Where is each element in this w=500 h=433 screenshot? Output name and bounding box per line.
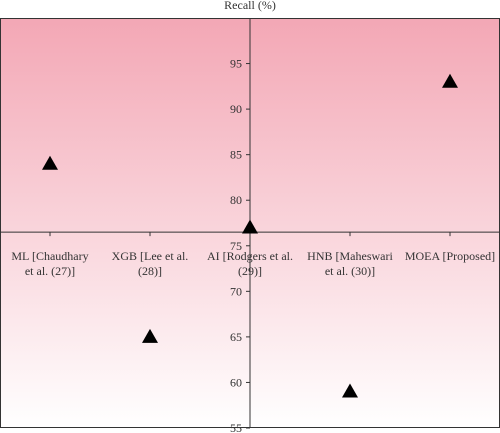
data-point-marker (42, 155, 58, 170)
data-point-marker (442, 73, 458, 88)
y-tick-label: 75 (230, 239, 242, 253)
x-tick-label: AI [Rodgers et al. (29)] (207, 249, 293, 278)
y-tick-label: 60 (230, 375, 242, 389)
x-tick-label-line: AI [Rodgers et al. (207, 249, 293, 263)
data-point-marker (142, 328, 158, 343)
y-tick-label: 85 (230, 148, 242, 162)
labels-layer: 55 60 65 70 75 80 85 90 95 ML [Chaudhary et al. (2… (11, 57, 495, 433)
x-tick-label-line: et al. (30)] (325, 264, 375, 278)
x-tick-label-line: (28)] (138, 264, 162, 278)
x-tick-label: HNB [Maheswari et al. (30)] (307, 249, 393, 278)
points-layer (42, 73, 458, 398)
x-tick-label: ML [Chaudhary et al. (27)] (11, 249, 88, 278)
x-tick-label-line: XGB [Lee et al. (112, 249, 189, 263)
x-tick-label-line: MOEA [Proposed] (405, 249, 495, 263)
data-point-marker (242, 219, 258, 234)
y-tick-label: 80 (230, 193, 242, 207)
y-tick-label: 65 (230, 330, 242, 344)
data-point-marker (342, 383, 358, 398)
y-tick-label: 70 (230, 284, 242, 298)
x-tick-label-line: (29)] (238, 264, 262, 278)
x-tick-label-line: HNB [Maheswari (307, 249, 393, 263)
x-tick-label: XGB [Lee et al. (28)] (112, 249, 189, 278)
y-tick-label: 90 (230, 102, 242, 116)
x-tick-label-line: et al. (27)] (25, 264, 75, 278)
y-tick-label: 95 (230, 57, 242, 71)
y-tick-label: 55 (230, 421, 242, 433)
x-tick-label-line: ML [Chaudhary (11, 249, 88, 263)
chart-title: Recall (%) (224, 0, 276, 12)
x-tick-label: MOEA [Proposed] (405, 249, 495, 263)
